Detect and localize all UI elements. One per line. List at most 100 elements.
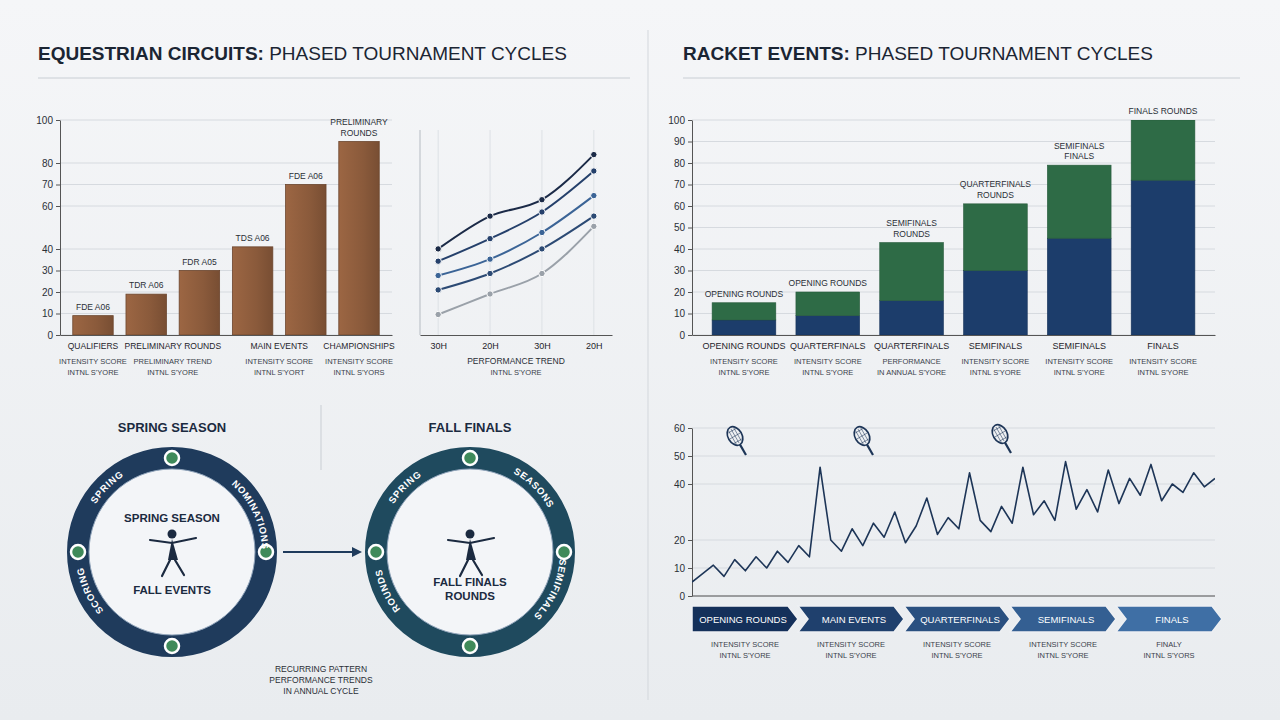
- x-axis-subtitle: INTNL S'YORE: [490, 368, 541, 377]
- x-tick: QUALIFIERS: [68, 335, 119, 351]
- series-line: [438, 216, 594, 290]
- grid-line: [692, 428, 1215, 429]
- series-marker: [539, 197, 545, 203]
- y-tick-mark: [56, 206, 60, 207]
- series-marker: [435, 246, 441, 252]
- grid-line: [593, 130, 594, 335]
- ring-node: [463, 639, 477, 653]
- diagram-caption: IN ANNUAL CYCLE: [283, 686, 359, 696]
- phase-sublabel: INTNL S'YORE: [719, 651, 770, 660]
- title-rest: PHASED TOURNAMENT CYCLES: [264, 43, 567, 64]
- racket-icon: [989, 422, 1017, 457]
- ring-node: [165, 451, 179, 465]
- y-tick-mark: [56, 335, 60, 336]
- bars: [73, 142, 379, 336]
- series-marker: [435, 272, 441, 278]
- y-tick-label: 60: [42, 201, 54, 212]
- y-tick-mark: [688, 271, 692, 272]
- racket-head: [851, 424, 873, 448]
- y-axis: 01020405060: [674, 423, 693, 602]
- x-tick-label: QUARTERFINALS: [874, 341, 949, 351]
- series-marker: [591, 151, 597, 157]
- bar-segment: [1047, 238, 1111, 335]
- y-tick-label: 20: [674, 535, 686, 546]
- y-tick-mark: [688, 540, 692, 541]
- series-marker: [435, 258, 441, 264]
- racket-handle: [867, 445, 873, 455]
- bar-segment: [796, 292, 860, 316]
- y-tick-label: 30: [42, 265, 54, 276]
- y-tick-label: 70: [42, 179, 54, 190]
- x-tick: PRELIMINARY ROUNDS: [125, 335, 222, 351]
- x-sublabel: INTENSITY SCORE: [1045, 357, 1113, 366]
- bar-segment: [964, 204, 1028, 271]
- bar-annotation: QUARTERFINALSROUNDS: [960, 179, 1031, 200]
- grid: [438, 130, 594, 335]
- x-tick: 20H: [482, 335, 499, 351]
- text-line: SEMIFINALS: [886, 218, 937, 228]
- figure-limbs: [150, 538, 196, 576]
- y-tick-label: 40: [42, 244, 54, 255]
- x-sublabel: INTENSITY SCORE: [325, 357, 393, 366]
- phase-sublabel: INTENSITY SCORE: [923, 640, 991, 649]
- bar-segment: [880, 243, 944, 301]
- text-line: FINALS: [1064, 151, 1094, 161]
- phase-chevron: [1116, 606, 1222, 632]
- text-line: ROUNDS: [893, 229, 930, 239]
- phase-label: OPENING ROUNDS: [699, 614, 787, 625]
- y-tick-mark: [688, 335, 692, 336]
- y-tick-label: 20: [674, 287, 686, 298]
- phase-sublabel: INTNL S'YORS: [1143, 651, 1194, 660]
- y-tick-label: 100: [36, 115, 53, 126]
- y-tick: 0: [679, 591, 692, 602]
- y-tick-label: 10: [674, 308, 686, 319]
- diagram-caption: PERFORMANCE TRENDS: [269, 675, 373, 685]
- text-line: ROUNDS: [977, 190, 1014, 200]
- diagram-caption: RECURRING PATTERN: [275, 664, 367, 674]
- racket-handle: [1005, 443, 1011, 453]
- y-axis: 010203040607080100: [36, 115, 60, 341]
- line-chart: 01020405060: [674, 423, 1215, 602]
- text-line: FDE A06: [289, 171, 323, 181]
- ring-label: SCORING: [74, 566, 105, 617]
- bar-segment: [964, 271, 1028, 336]
- series-marker: [487, 235, 493, 241]
- phase-chevron: [1010, 606, 1116, 632]
- y-tick-label: 0: [47, 330, 53, 341]
- background: [0, 0, 1280, 720]
- text-line: FDE A06: [76, 302, 110, 312]
- racket-icon: [851, 424, 879, 459]
- y-tick: 10: [42, 308, 60, 319]
- series-marker: [591, 213, 597, 219]
- y-tick-mark: [688, 120, 692, 121]
- x-sublabel: PRELIMINARY TREND: [134, 357, 213, 366]
- x-sublabel: INTNL S'YORE: [718, 368, 769, 377]
- y-tick-mark: [56, 163, 60, 164]
- racket-string: [999, 426, 1007, 440]
- title-bold: RACKET EVENTS:: [683, 43, 850, 64]
- grid-line: [692, 484, 1215, 485]
- x-tick-label: OPENING ROUNDS: [702, 341, 785, 351]
- ring-heading: FALL FINALS: [429, 420, 512, 435]
- grid-line: [438, 130, 439, 335]
- series-marker: [487, 291, 493, 297]
- racket-string: [734, 428, 742, 442]
- x-sublabel: INTNL S'YORE: [1054, 368, 1105, 377]
- ring-inner: [387, 469, 553, 635]
- racket-icon: [724, 424, 752, 459]
- series-marker: [539, 229, 545, 235]
- racket-head: [989, 422, 1011, 446]
- y-tick-label: 0: [679, 591, 685, 602]
- y-tick-label: 30: [674, 265, 686, 276]
- y-tick: 20: [42, 287, 60, 298]
- x-tick-label: 30H: [430, 341, 447, 351]
- figure-head: [466, 530, 475, 539]
- canvas: 010203040607080100QUALIFIERSPRELIMINARY …: [0, 0, 1280, 720]
- ring-label-path: SCORING: [74, 566, 105, 617]
- phase-label: SEMIFINALS: [1038, 614, 1095, 625]
- bar-segment: [796, 316, 860, 335]
- series-line: [438, 196, 594, 276]
- figure-limbs: [448, 538, 494, 576]
- y-tick: 60: [42, 201, 60, 212]
- bar-chart: 0102030405060708090100OPENING ROUNDSQUAR…: [668, 115, 1215, 352]
